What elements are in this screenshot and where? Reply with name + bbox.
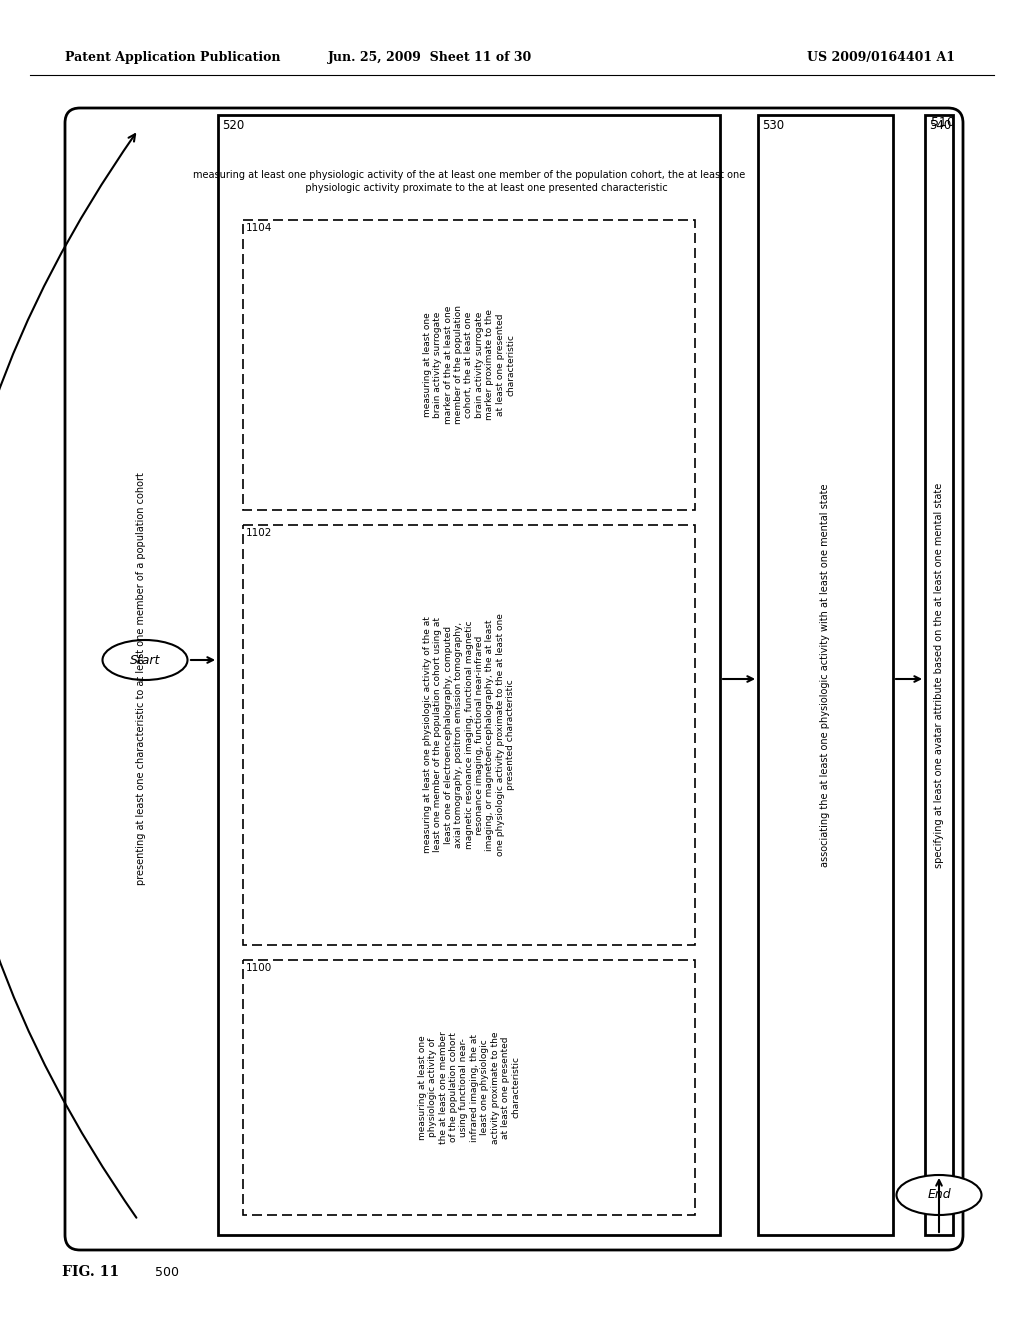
- Text: US 2009/0164401 A1: US 2009/0164401 A1: [807, 51, 955, 65]
- Bar: [243, 960, 695, 1214]
- Text: 510: 510: [931, 116, 955, 129]
- Text: Start: Start: [130, 653, 160, 667]
- Bar: [925, 115, 953, 1236]
- Text: Jun. 25, 2009  Sheet 11 of 30: Jun. 25, 2009 Sheet 11 of 30: [328, 51, 532, 65]
- Bar: [218, 115, 720, 1236]
- FancyBboxPatch shape: [65, 108, 963, 1250]
- Text: 1102: 1102: [246, 528, 272, 539]
- Ellipse shape: [896, 1175, 981, 1214]
- Text: associating the at least one physiologic activity with at least one mental state: associating the at least one physiologic…: [820, 483, 830, 867]
- Text: 530: 530: [762, 119, 784, 132]
- Text: 500: 500: [155, 1266, 179, 1279]
- Text: presenting at least one characteristic to at least one member of a population co: presenting at least one characteristic t…: [136, 473, 146, 886]
- Text: Patent Application Publication: Patent Application Publication: [65, 51, 281, 65]
- Bar: [243, 525, 695, 945]
- Text: measuring at least one
physiologic activity of
the at least one member
of the po: measuring at least one physiologic activ…: [418, 1031, 520, 1144]
- FancyArrowPatch shape: [0, 135, 136, 1218]
- Text: 520: 520: [222, 119, 245, 132]
- Text: measuring at least one physiologic activity of the at
least one member of the po: measuring at least one physiologic activ…: [423, 614, 515, 857]
- Bar: [758, 115, 893, 1236]
- Text: measuring at least one
brain activity surrogate
marker of the at least one
membe: measuring at least one brain activity su…: [423, 305, 515, 425]
- Text: FIG. 11: FIG. 11: [62, 1265, 119, 1279]
- Bar: [243, 220, 695, 510]
- Text: End: End: [927, 1188, 951, 1201]
- Text: specifying at least one avatar attribute based on the at least one mental state: specifying at least one avatar attribute…: [934, 482, 944, 867]
- Text: measuring at least one physiologic activity of the at least one member of the po: measuring at least one physiologic activ…: [193, 170, 745, 193]
- Text: 1104: 1104: [246, 223, 272, 234]
- Text: 540: 540: [929, 119, 951, 132]
- Ellipse shape: [102, 640, 187, 680]
- Text: 1100: 1100: [246, 964, 272, 973]
